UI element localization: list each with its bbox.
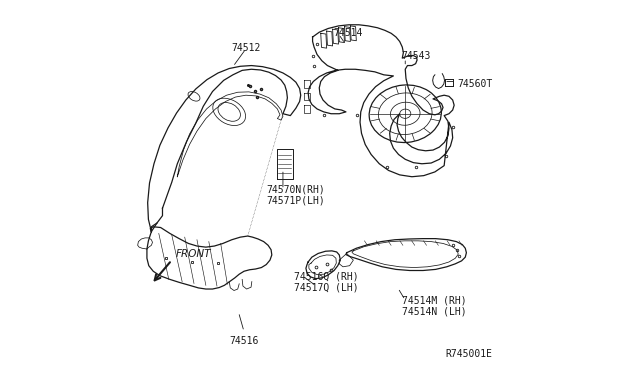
Text: FRONT: FRONT (176, 249, 212, 259)
Text: 74514: 74514 (333, 29, 362, 38)
Text: 74543: 74543 (401, 51, 431, 61)
Text: 74516Q (RH)
74517Q (LH): 74516Q (RH) 74517Q (LH) (294, 271, 358, 293)
Text: 74514M (RH)
74514N (LH): 74514M (RH) 74514N (LH) (401, 295, 466, 317)
Text: 74570N(RH)
74571P(LH): 74570N(RH) 74571P(LH) (266, 184, 325, 206)
Text: R745001E: R745001E (445, 349, 492, 359)
Text: 74560T: 74560T (457, 78, 492, 89)
Text: 74512: 74512 (231, 43, 260, 53)
Text: 74516: 74516 (229, 336, 259, 346)
